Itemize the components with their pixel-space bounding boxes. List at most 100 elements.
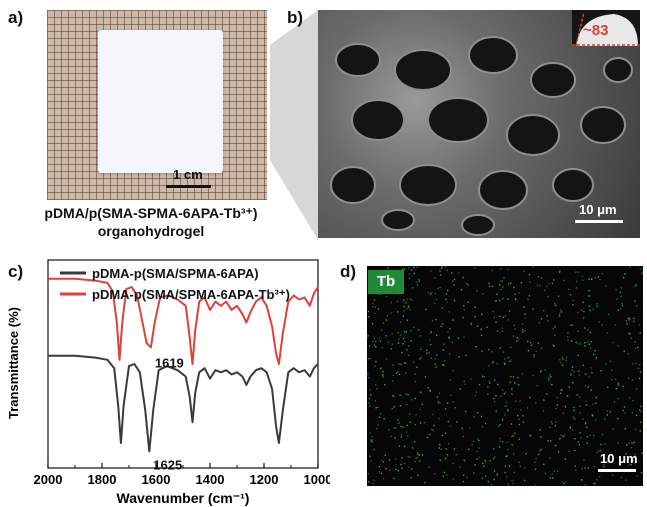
tb-dot: [370, 439, 372, 441]
tb-dot: [456, 421, 458, 423]
tb-dot: [408, 354, 410, 357]
tb-dot: [529, 341, 532, 344]
tb-dot: [501, 330, 504, 332]
tb-dot: [476, 458, 478, 460]
tb-dot: [438, 392, 440, 394]
tb-dot: [507, 298, 509, 300]
tb-dot: [373, 344, 376, 346]
tb-dot: [478, 447, 480, 449]
tb-dot: [410, 329, 412, 332]
tb-dot: [446, 301, 448, 303]
tb-dot: [577, 343, 580, 345]
tb-dot: [450, 272, 453, 274]
tb-dot: [598, 475, 601, 478]
tb-dot: [606, 410, 609, 412]
tb-dot: [432, 429, 434, 431]
tb-dot: [408, 305, 410, 307]
tb-dot: [512, 453, 515, 455]
tb-dot: [566, 395, 569, 397]
tb-dot: [497, 383, 499, 386]
tb-dot: [522, 421, 524, 423]
tb-dot: [522, 415, 524, 417]
tb-dot: [371, 439, 373, 441]
tb-dot: [585, 404, 588, 406]
series-line-1: [48, 277, 319, 365]
tb-dot: [600, 370, 602, 372]
tb-dot: [397, 342, 400, 344]
tb-dot: [581, 275, 584, 277]
tb-elemental-map: [367, 266, 645, 488]
tb-dot: [469, 427, 471, 429]
tb-dot: [398, 445, 401, 447]
tb-dot: [392, 395, 394, 397]
tb-dot: [428, 466, 430, 468]
tb-dot: [608, 313, 610, 316]
tb-dot: [378, 337, 381, 339]
tb-dot: [466, 476, 468, 479]
tb-dot: [434, 473, 436, 475]
tb-dot: [600, 450, 602, 452]
tb-dot: [512, 376, 515, 378]
tb-dot: [559, 270, 561, 273]
tb-dot: [539, 285, 541, 287]
tb-dot: [584, 345, 586, 347]
tb-dot: [408, 277, 411, 280]
tb-dot: [628, 464, 630, 466]
tb-dot: [404, 341, 406, 343]
tb-dot: [518, 338, 520, 341]
tb-dot: [373, 448, 375, 451]
tb-dot: [612, 428, 614, 430]
tb-dot: [377, 424, 379, 426]
tb-dot: [367, 473, 369, 475]
tb-dot: [589, 331, 591, 334]
tb-dot: [535, 350, 537, 352]
x-tick-label-1600: 1600: [142, 472, 171, 487]
tb-dot: [439, 274, 442, 276]
tb-dot: [372, 302, 374, 305]
tb-dot: [606, 332, 608, 334]
tb-dot: [478, 383, 481, 386]
tb-dot: [628, 333, 630, 335]
tb-dot: [417, 474, 419, 477]
tb-dot: [525, 453, 527, 455]
tb-dot: [473, 472, 475, 474]
panel-c-label: c): [8, 262, 24, 281]
tb-dot: [474, 394, 476, 397]
tb-dot: [441, 307, 443, 309]
tb-dot: [410, 340, 412, 342]
tb-dot: [635, 388, 638, 390]
tb-dot: [491, 351, 493, 353]
tb-dot: [639, 430, 641, 432]
tb-dot: [570, 374, 572, 376]
tb-dot: [555, 407, 557, 410]
tb-dot: [631, 411, 633, 414]
tb-dot: [453, 448, 456, 450]
tb-dot: [376, 387, 378, 390]
tb-dot: [511, 393, 513, 395]
tb-dot: [396, 300, 399, 303]
tb-dot: [459, 388, 461, 390]
tb-dot: [553, 279, 555, 281]
tb-dot: [402, 315, 405, 317]
tb-dot: [493, 448, 495, 450]
tb-dot: [627, 353, 630, 355]
tb-dot: [593, 434, 595, 437]
tb-dot: [569, 373, 572, 375]
legend-label-0: pDMA-p(SMA/SPMA-6APA): [92, 266, 259, 281]
tb-dot: [550, 440, 552, 442]
tb-dot: [558, 315, 561, 317]
tb-dot: [414, 461, 416, 463]
tb-dot: [554, 444, 557, 447]
tb-dot: [586, 435, 589, 438]
tb-dot: [400, 434, 403, 436]
tb-dot: [449, 353, 451, 355]
tb-dot: [619, 308, 622, 310]
tb-dot: [481, 477, 483, 480]
tb-dot: [574, 465, 576, 467]
tb-dot: [513, 324, 515, 326]
tb-dot: [372, 306, 374, 308]
tb-dot: [535, 457, 537, 460]
tb-dot: [452, 401, 454, 403]
tb-dot: [516, 337, 518, 339]
organohydrogel-sample: [98, 30, 223, 173]
